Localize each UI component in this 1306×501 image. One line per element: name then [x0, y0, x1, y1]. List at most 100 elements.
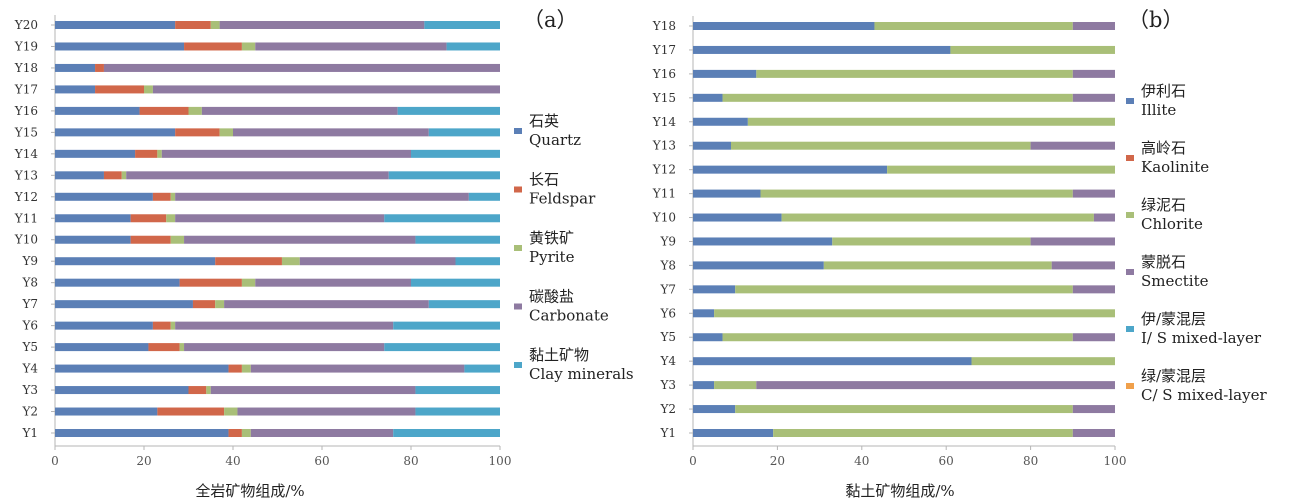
category-label: Y17 [14, 82, 38, 96]
bar-segment-clay [415, 235, 500, 244]
x-tick-label: 20 [136, 454, 151, 468]
legend-swatch [1126, 98, 1134, 104]
category-label: Y14 [652, 115, 677, 129]
bar-segment-chlorite [722, 333, 1073, 342]
bar-segment-quartz [55, 21, 176, 29]
bar-segment-chlorite [950, 45, 1115, 54]
bar-segment-illite [693, 405, 736, 414]
bar-segment-chlorite [756, 69, 1073, 78]
category-label: Y10 [652, 211, 676, 225]
legend-label-en: Quartz [529, 131, 581, 149]
legend-label-zh: 伊利石 [1141, 82, 1186, 100]
bar-segment-quartz [55, 63, 96, 72]
bar-segment-illite [693, 357, 972, 366]
bar-segment-quartz [55, 106, 140, 115]
x-axis-title: 全岩矿物组成/% [195, 482, 304, 500]
bar-segment-clay [455, 257, 500, 266]
bar-segment-quartz [55, 214, 131, 223]
bar-segment-feldspar [95, 63, 104, 72]
bar-segment-feldspar [157, 407, 225, 416]
bar-segment-smectite [1072, 285, 1115, 294]
bar-segment-pyrite [170, 192, 176, 201]
bar-segment-feldspar [95, 85, 144, 94]
bar-segment-quartz [55, 171, 104, 180]
bar-segment-smectite [1030, 237, 1115, 246]
category-label: Y19 [14, 39, 38, 53]
bar-segment-carbonate [175, 214, 385, 223]
chart-panel-b: 0 20 40 60 80 100 Y1 Y2 Y3 Y4 Y5 Y6 Y7 Y8 Y9 Y10 Y11 Y12 Y… [652, 8, 1268, 500]
bar-segment-quartz [55, 364, 229, 373]
x-tick-label: 100 [1104, 454, 1127, 468]
bar-segment-smectite [1072, 429, 1115, 437]
bar-segment-clay [388, 171, 500, 180]
bar-segment-illite [693, 333, 723, 342]
legend-swatch [1126, 155, 1134, 161]
bar-segment-smectite [1051, 261, 1115, 270]
bar-segment-clay [428, 300, 500, 309]
bar-segment-feldspar [179, 278, 242, 287]
bar-segment-quartz [55, 149, 136, 158]
bar-segment-carbonate [152, 85, 500, 94]
bar-segment-chlorite [714, 309, 1115, 318]
category-label: Y16 [14, 104, 38, 118]
bar-segment-smectite [1072, 22, 1115, 30]
bar-segment-pyrite [206, 386, 211, 395]
legend-swatch [1126, 269, 1134, 275]
bar-segment-smectite [1072, 333, 1115, 342]
category-label: Y11 [652, 187, 676, 201]
category-label: Y15 [652, 91, 676, 105]
bar-segment-clay [446, 42, 500, 51]
bar-segment-chlorite [773, 429, 1073, 437]
legend-label-zh: 黏土矿物 [529, 346, 589, 364]
bar-segment-pyrite [224, 407, 238, 416]
bar-segment-carbonate [224, 300, 429, 309]
bar-segment-carbonate [184, 235, 416, 244]
x-tick-label: 40 [854, 454, 869, 468]
bar-segment-feldspar [188, 386, 207, 395]
legend-label-zh: 蒙脱石 [1141, 253, 1186, 271]
bar-segment-feldspar [184, 42, 242, 51]
bar-segment-carbonate [219, 21, 425, 29]
bar-segment-smectite [1072, 93, 1115, 102]
bar-segment-feldspar [192, 300, 216, 309]
bar-segment-chlorite [735, 285, 1073, 294]
bar-segment-clay [424, 21, 500, 29]
bar-segment-illite [693, 117, 748, 126]
legend-label-en: Carbonate [529, 307, 609, 325]
bar-segment-carbonate [250, 429, 394, 437]
bar-segment-clay [393, 429, 500, 437]
bar-segment-illite [693, 237, 833, 246]
bar-segment-feldspar [228, 429, 242, 437]
category-label: Y11 [14, 211, 38, 225]
bar-segment-quartz [55, 343, 149, 352]
bar-segment-carbonate [103, 63, 500, 72]
category-label: Y13 [14, 168, 38, 182]
chart-panel-a: 0 20 40 60 80 100 Y1 Y2 Y3 Y4 Y5 Y6 Y7 Y8 Y9 Y10 Y11 Y12 Y… [14, 8, 634, 500]
bar-segment-illite [693, 69, 757, 78]
bar-segment-chlorite [971, 357, 1115, 366]
bar-segment-feldspar [152, 192, 171, 201]
bar-segment-feldspar [152, 321, 171, 330]
bar-segment-clay [415, 386, 500, 395]
bar-segment-illite [693, 189, 761, 198]
category-label: Y5 [21, 340, 38, 354]
bar-segment-clay [411, 149, 500, 158]
category-label: Y7 [659, 282, 676, 296]
legend-swatch [514, 186, 522, 193]
bar-segment-carbonate [299, 257, 456, 266]
category-label: Y9 [659, 234, 676, 248]
category-label: Y15 [14, 125, 38, 139]
bar-segment-quartz [55, 429, 229, 437]
category-label: Y9 [21, 254, 38, 268]
category-label: Y13 [652, 139, 676, 153]
bar-segment-feldspar [130, 214, 167, 223]
category-label: Y20 [14, 18, 38, 32]
bar-segment-pyrite [179, 343, 185, 352]
legend-label-en: C/ S mixed-layer [1141, 386, 1267, 404]
bar-segment-clay [384, 214, 500, 223]
